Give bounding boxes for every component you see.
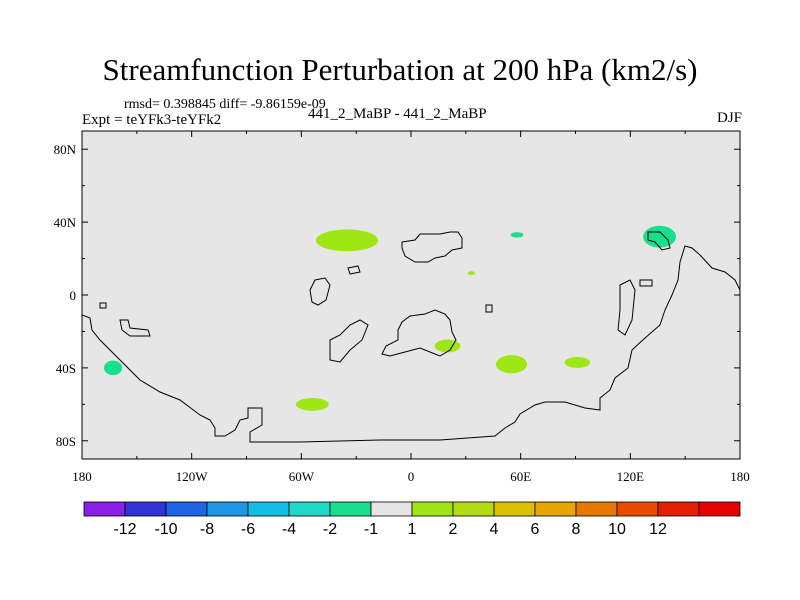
coastline-japan xyxy=(647,231,671,251)
colorbar: -12 -10 -8 -6 -4 -2 -1 1 2 4 6 8 10 12 xyxy=(83,501,741,538)
anomaly-6 xyxy=(510,232,524,238)
colorbar-label-7: 1 xyxy=(408,521,417,538)
season-label: DJF xyxy=(716,110,742,126)
coastline-americas xyxy=(82,245,740,443)
colorbar-label-12: 10 xyxy=(608,521,626,538)
anomaly-4 xyxy=(564,356,591,368)
anomaly-1 xyxy=(295,397,329,411)
coastline-island-b xyxy=(329,319,369,363)
anomaly-0 xyxy=(315,229,379,252)
experiment-label: Expt = teYFk3-teYFk2 xyxy=(82,112,222,128)
colorbar-swatch-1 xyxy=(124,501,167,517)
colorbar-label-0: -12 xyxy=(113,521,136,538)
y-tick-label-2: 0 xyxy=(70,288,77,303)
coastline-island-f xyxy=(119,319,151,337)
colorbar-label-6: -1 xyxy=(364,521,378,538)
anomaly-5 xyxy=(467,271,475,275)
colorbar-label-1: -10 xyxy=(154,521,177,538)
colorbar-label-4: -4 xyxy=(282,521,296,538)
case-label: 441_2_MaBP - 441_2_MaBP xyxy=(308,106,487,122)
colorbar-swatch-11 xyxy=(534,501,577,517)
y-tick-label-3: 40S xyxy=(56,361,76,376)
x-tick-label-0: 180 xyxy=(72,469,92,484)
y-tick-label-1: 40N xyxy=(54,215,77,230)
colorbar-label-3: -6 xyxy=(241,521,255,538)
anomaly-8 xyxy=(103,360,123,376)
x-tick-label-1: 120W xyxy=(176,469,209,484)
colorbar-swatch-10 xyxy=(493,501,536,517)
colorbar-label-5: -2 xyxy=(323,521,337,538)
colorbar-swatch-5 xyxy=(288,501,331,517)
colorbar-swatch-6 xyxy=(329,501,372,517)
colorbar-swatch-8 xyxy=(411,501,454,517)
colorbar-label-2: -8 xyxy=(200,521,214,538)
coastline-island-e xyxy=(99,302,107,309)
x-tick-label-2: 60W xyxy=(289,469,315,484)
colorbar-swatch-13 xyxy=(616,501,659,517)
coastline-europe xyxy=(401,231,463,263)
colorbar-label-10: 6 xyxy=(531,521,540,538)
colorbar-swatch-3 xyxy=(206,501,249,517)
coastline-island-d xyxy=(485,304,493,313)
colorbar-swatch-7 xyxy=(370,501,413,517)
colorbar-label-9: 4 xyxy=(490,521,499,538)
coastline-island-g xyxy=(639,279,653,287)
colorbar-swatch-2 xyxy=(165,501,208,517)
colorbar-swatch-9 xyxy=(452,501,495,517)
x-tick-label-3: 0 xyxy=(408,469,415,484)
colorbar-swatch-15 xyxy=(698,501,741,517)
plot-background xyxy=(82,131,740,459)
colorbar-label-13: 12 xyxy=(649,521,667,538)
coastlines xyxy=(82,231,740,443)
chart-title: Streamfunction Perturbation at 200 hPa (… xyxy=(102,52,698,87)
anomaly-7 xyxy=(643,225,677,248)
colorbar-label-8: 2 xyxy=(449,521,458,538)
coastline-island-a xyxy=(309,277,331,306)
colorbar-label-11: 8 xyxy=(572,521,581,538)
colorbar-swatch-12 xyxy=(575,501,618,517)
x-tick-label-4: 60E xyxy=(510,469,531,484)
y-tick-label-4: 80S xyxy=(56,434,76,449)
colorbar-swatch-0 xyxy=(83,501,126,517)
y-tick-label-0: 80N xyxy=(54,142,77,157)
y-axis: 80N 40N 0 40S 80S xyxy=(54,142,740,449)
colorbar-swatch-14 xyxy=(657,501,700,517)
coastline-africa xyxy=(381,309,457,357)
coastline-asia xyxy=(617,279,636,336)
coastline-island-c xyxy=(347,265,361,275)
stats-text: rmsd= 0.398845 diff= -9.86159e-09 xyxy=(124,97,326,112)
x-tick-label-6: 180 xyxy=(730,469,750,484)
anomaly-3 xyxy=(495,355,528,374)
anomaly-2 xyxy=(434,339,461,353)
colorbar-swatch-4 xyxy=(247,501,290,517)
x-tick-label-5: 120E xyxy=(617,469,645,484)
x-axis: 180 120W 60W 0 60E 120E 180 xyxy=(72,131,750,484)
